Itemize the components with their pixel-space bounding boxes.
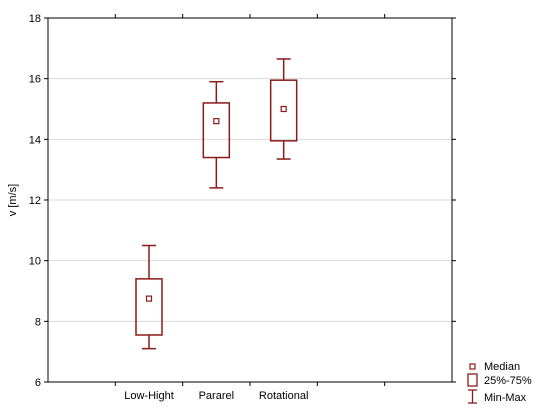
grid-lines — [48, 78, 452, 322]
x-tick-label: Low-Hight — [124, 390, 174, 402]
legend-median-symbol — [469, 363, 476, 370]
y-tick-label: 8 — [35, 316, 41, 328]
y-tick-label: 10 — [29, 256, 41, 268]
y-axis-label: v [m/s] — [7, 184, 19, 216]
legend-label: Median — [484, 361, 520, 373]
y-tick-label: 14 — [29, 134, 41, 146]
x-axis: Low-Hight Pararel Rotational — [114, 14, 386, 402]
box-iqr — [269, 79, 298, 142]
median-marker — [145, 295, 153, 302]
x-tick-label: Rotational — [259, 390, 309, 402]
box-iqr — [202, 102, 231, 159]
box-iqr — [135, 278, 163, 336]
legend-label: Min-Max — [484, 392, 527, 404]
median-marker — [213, 118, 220, 125]
y-axis: 6 8 10 12 14 16 18 — [29, 13, 456, 389]
legend: Median 25%-75% Min-Max — [467, 361, 532, 404]
y-tick-label: 12 — [29, 195, 41, 207]
legend-label: 25%-75% — [484, 375, 532, 387]
box-rotational — [269, 58, 298, 160]
y-tick-label: 18 — [29, 13, 41, 25]
median-marker — [280, 105, 287, 113]
box-low-hight — [135, 244, 163, 350]
box-series — [135, 58, 298, 350]
y-tick-label: 16 — [29, 74, 41, 86]
x-tick-label: Pararel — [199, 390, 234, 402]
y-tick-label: 6 — [35, 377, 41, 389]
box-pararel — [202, 80, 231, 189]
legend-box-symbol — [467, 373, 478, 387]
